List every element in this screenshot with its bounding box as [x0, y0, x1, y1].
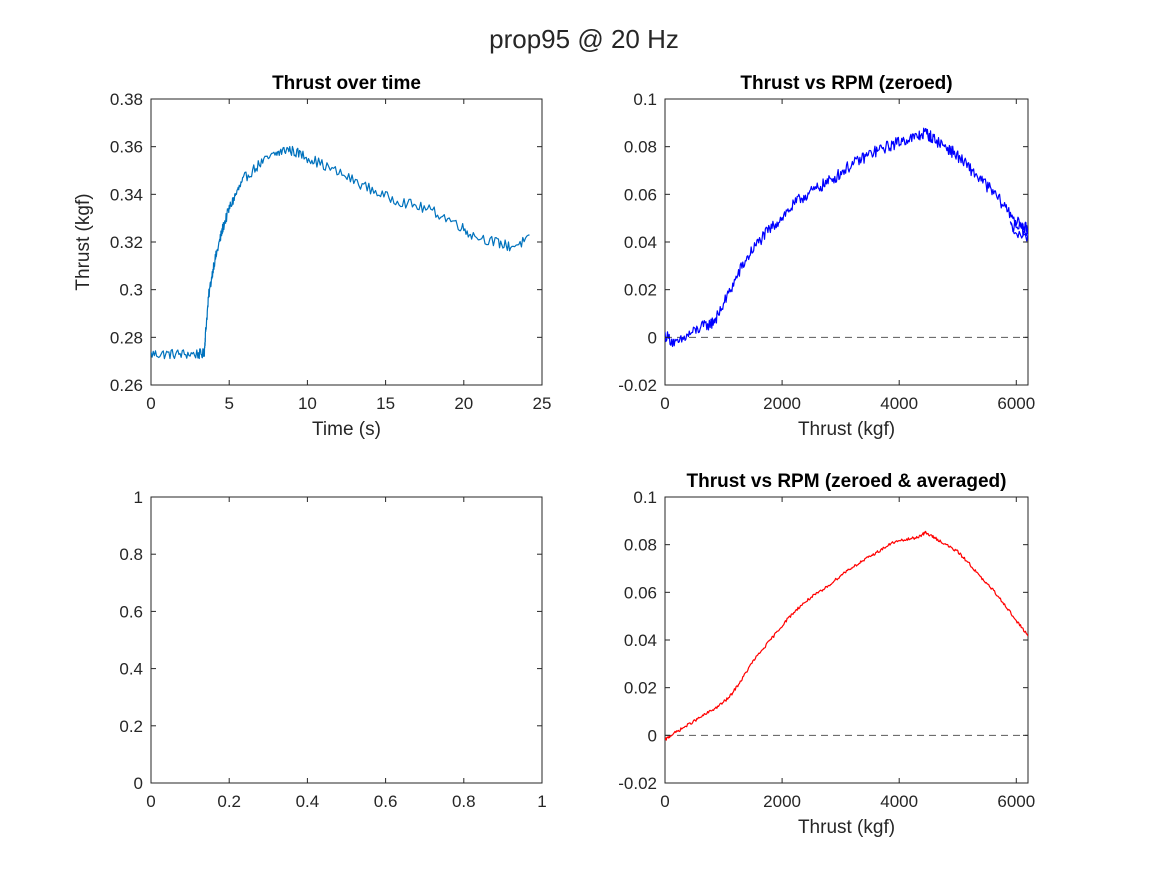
y-tick-label: 0.34 [110, 185, 143, 204]
axes-ax2: 0 2000 4000 6000-0.0200.020.040.060.080.1Th… [618, 73, 1035, 440]
axes-title: Thrust vs RPM (zeroed & averaged) [687, 471, 1007, 492]
axes-box [664, 496, 1029, 784]
y-tick-label: 0.06 [624, 185, 657, 204]
x-tick-label: 20 [454, 394, 473, 413]
x-tick-label: 2000 [763, 394, 801, 413]
axes-box [664, 98, 1029, 386]
y-tick-label: 0.3 [119, 281, 143, 300]
x-tick-label: 25 [533, 394, 552, 413]
y-tick-label: 0.04 [624, 631, 657, 650]
x-tick-label: 15 [376, 394, 395, 413]
y-tick-label: 0.4 [119, 660, 143, 679]
y-tick-label: 0 [134, 774, 143, 793]
x-tick-label: 4000 [880, 394, 918, 413]
x-tick-label: 0.4 [296, 792, 320, 811]
y-tick-label: 0.26 [110, 376, 143, 395]
axes-box [150, 98, 543, 386]
y-tick-label: -0.02 [618, 774, 657, 793]
y-tick-label: 0.06 [624, 583, 657, 602]
x-tick-label: 4000 [880, 792, 918, 811]
y-tick-label: -0.02 [618, 376, 657, 395]
x-tick-label: 0 [660, 394, 669, 413]
y-tick-label: 0.28 [110, 328, 143, 347]
y-tick-label: 1 [134, 488, 143, 507]
axes-box [150, 496, 543, 784]
axes-ax3: 0 0.2 0.4 0.6 0.8 1 0 0.2 0.4 0.6 0.8 1 [119, 488, 546, 811]
x-axis-label: Time (s) [312, 419, 381, 440]
series-line [151, 145, 530, 360]
series-line [665, 530, 1028, 741]
x-tick-label: 0.2 [217, 792, 241, 811]
x-tick-label: 0 [146, 394, 155, 413]
y-tick-label: 0.6 [119, 602, 143, 621]
y-tick-label: 0.04 [624, 233, 657, 252]
x-tick-label: 6000 [997, 394, 1035, 413]
x-tick-label: 2000 [763, 792, 801, 811]
x-axis-label: Thrust (kgf) [798, 817, 895, 838]
y-tick-label: 0.1 [633, 488, 657, 507]
y-tick-label: 0.08 [624, 138, 657, 157]
y-axis-label: Thrust (kgf) [73, 193, 94, 290]
figure-title: prop95 @ 20 Hz [489, 24, 679, 54]
x-tick-label: 1 [537, 792, 546, 811]
axes-ax4: 0 2000 4000 6000-0.0200.020.040.060.080.1Th… [618, 471, 1035, 838]
y-tick-label: 0 [648, 328, 657, 347]
y-tick-label: 0.38 [110, 90, 143, 109]
series-line [665, 127, 1028, 348]
y-tick-label: 0.02 [624, 281, 657, 300]
y-tick-label: 0.36 [110, 138, 143, 157]
x-tick-label: 5 [224, 394, 233, 413]
x-tick-label: 10 [298, 394, 317, 413]
x-tick-label: 0 [146, 792, 155, 811]
y-tick-label: 0.8 [119, 545, 143, 564]
axes-title: Thrust over time [272, 73, 421, 94]
y-tick-label: 0.2 [119, 717, 143, 736]
y-tick-label: 0 [648, 726, 657, 745]
y-tick-label: 0.08 [624, 536, 657, 555]
x-axis-label: Thrust (kgf) [798, 419, 895, 440]
y-tick-label: 0.02 [624, 679, 657, 698]
y-tick-label: 0.1 [633, 90, 657, 109]
x-tick-label: 0.8 [452, 792, 476, 811]
axes-ax1: 0 5 10 15 20 25 0.26 0.28 0.3 0.32 0.34 0.36 0.38 Thr… [73, 73, 551, 440]
x-tick-label: 0.6 [374, 792, 398, 811]
y-tick-label: 0.32 [110, 233, 143, 252]
x-tick-label: 6000 [997, 792, 1035, 811]
x-tick-label: 0 [660, 792, 669, 811]
axes-title: Thrust vs RPM (zeroed) [740, 73, 952, 94]
